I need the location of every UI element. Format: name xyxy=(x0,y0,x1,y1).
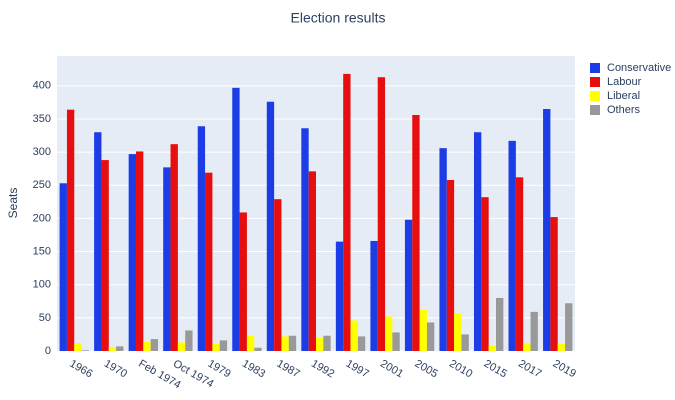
x-tick-label: 1966 xyxy=(67,358,94,381)
x-tick-label: 2010 xyxy=(447,358,474,381)
bar xyxy=(219,340,228,351)
bar xyxy=(515,177,524,351)
x-tick-label: 2001 xyxy=(378,358,405,381)
bar xyxy=(170,144,178,351)
bar xyxy=(288,335,297,351)
y-axis-title: Seats xyxy=(6,188,20,219)
bar xyxy=(185,330,193,351)
bar xyxy=(81,350,89,351)
bar xyxy=(419,309,427,351)
bar xyxy=(392,332,400,351)
bar xyxy=(108,347,117,351)
bar xyxy=(385,316,393,351)
bar xyxy=(446,179,455,351)
bar xyxy=(557,343,566,351)
bar xyxy=(246,335,255,351)
bar xyxy=(135,151,144,351)
y-tick-label: 250 xyxy=(33,179,51,191)
bar xyxy=(350,320,358,351)
legend-swatch xyxy=(590,91,600,101)
legend-swatch xyxy=(590,63,600,73)
bar xyxy=(143,341,151,351)
x-tick-label: 1983 xyxy=(240,358,267,381)
legend-label: Conservative xyxy=(607,62,671,74)
legend-label: Labour xyxy=(607,76,642,88)
bar xyxy=(454,313,462,351)
bar xyxy=(508,140,516,351)
chart-title: Election results xyxy=(291,10,386,26)
y-tick-label: 400 xyxy=(33,80,51,92)
x-tick-label: 2005 xyxy=(413,358,440,381)
bar xyxy=(370,240,378,351)
x-tick-label: 1987 xyxy=(275,358,302,381)
bar xyxy=(530,311,538,351)
bar xyxy=(59,183,67,351)
bar xyxy=(150,339,159,351)
bar xyxy=(205,172,213,351)
bar xyxy=(308,171,316,351)
bar xyxy=(473,132,482,351)
bar xyxy=(74,343,82,351)
legend-label: Liberal xyxy=(607,90,640,102)
bar xyxy=(488,345,497,351)
bar xyxy=(357,336,366,351)
bar xyxy=(550,217,558,351)
bar xyxy=(239,212,247,351)
bar xyxy=(343,73,351,352)
bar xyxy=(274,199,282,351)
bar xyxy=(481,197,489,351)
bar xyxy=(496,297,504,351)
bar xyxy=(377,77,386,351)
y-tick-label: 100 xyxy=(33,279,51,291)
y-tick-label: 50 xyxy=(39,312,51,324)
x-tick-label: 1970 xyxy=(102,358,129,381)
y-tick-label: 300 xyxy=(33,146,51,158)
bar xyxy=(461,334,469,351)
bar xyxy=(316,337,324,351)
bar xyxy=(565,303,573,351)
bar xyxy=(177,342,186,351)
x-tick-label: 1997 xyxy=(344,358,371,381)
legend-swatch xyxy=(590,105,600,115)
x-tick-label: 1992 xyxy=(309,358,336,381)
y-tick-label: 0 xyxy=(45,345,51,357)
bar xyxy=(212,343,220,351)
bar xyxy=(66,109,75,352)
x-tick-label: 2017 xyxy=(516,358,543,381)
bar xyxy=(301,128,309,351)
bar xyxy=(254,347,262,351)
bar xyxy=(94,132,102,351)
y-tick-label: 200 xyxy=(33,212,51,224)
bar xyxy=(412,115,420,351)
bar xyxy=(439,148,447,351)
y-tick-label: 350 xyxy=(33,113,51,125)
y-tick-label: 150 xyxy=(33,245,51,257)
bar xyxy=(163,167,171,351)
bar xyxy=(116,346,124,351)
bar xyxy=(232,87,240,351)
bar xyxy=(335,241,344,351)
bar xyxy=(426,322,435,351)
bar xyxy=(323,335,331,351)
bar xyxy=(404,219,413,351)
bar xyxy=(543,109,551,351)
bar xyxy=(523,343,531,351)
bar xyxy=(101,160,109,351)
x-tick-label: 2019 xyxy=(551,358,578,381)
legend-label: Others xyxy=(607,104,641,116)
bar xyxy=(128,154,136,351)
bar xyxy=(266,101,275,351)
bar xyxy=(197,126,206,352)
bar xyxy=(281,336,289,351)
legend-swatch xyxy=(590,77,600,87)
x-tick-label: 2015 xyxy=(482,358,509,381)
